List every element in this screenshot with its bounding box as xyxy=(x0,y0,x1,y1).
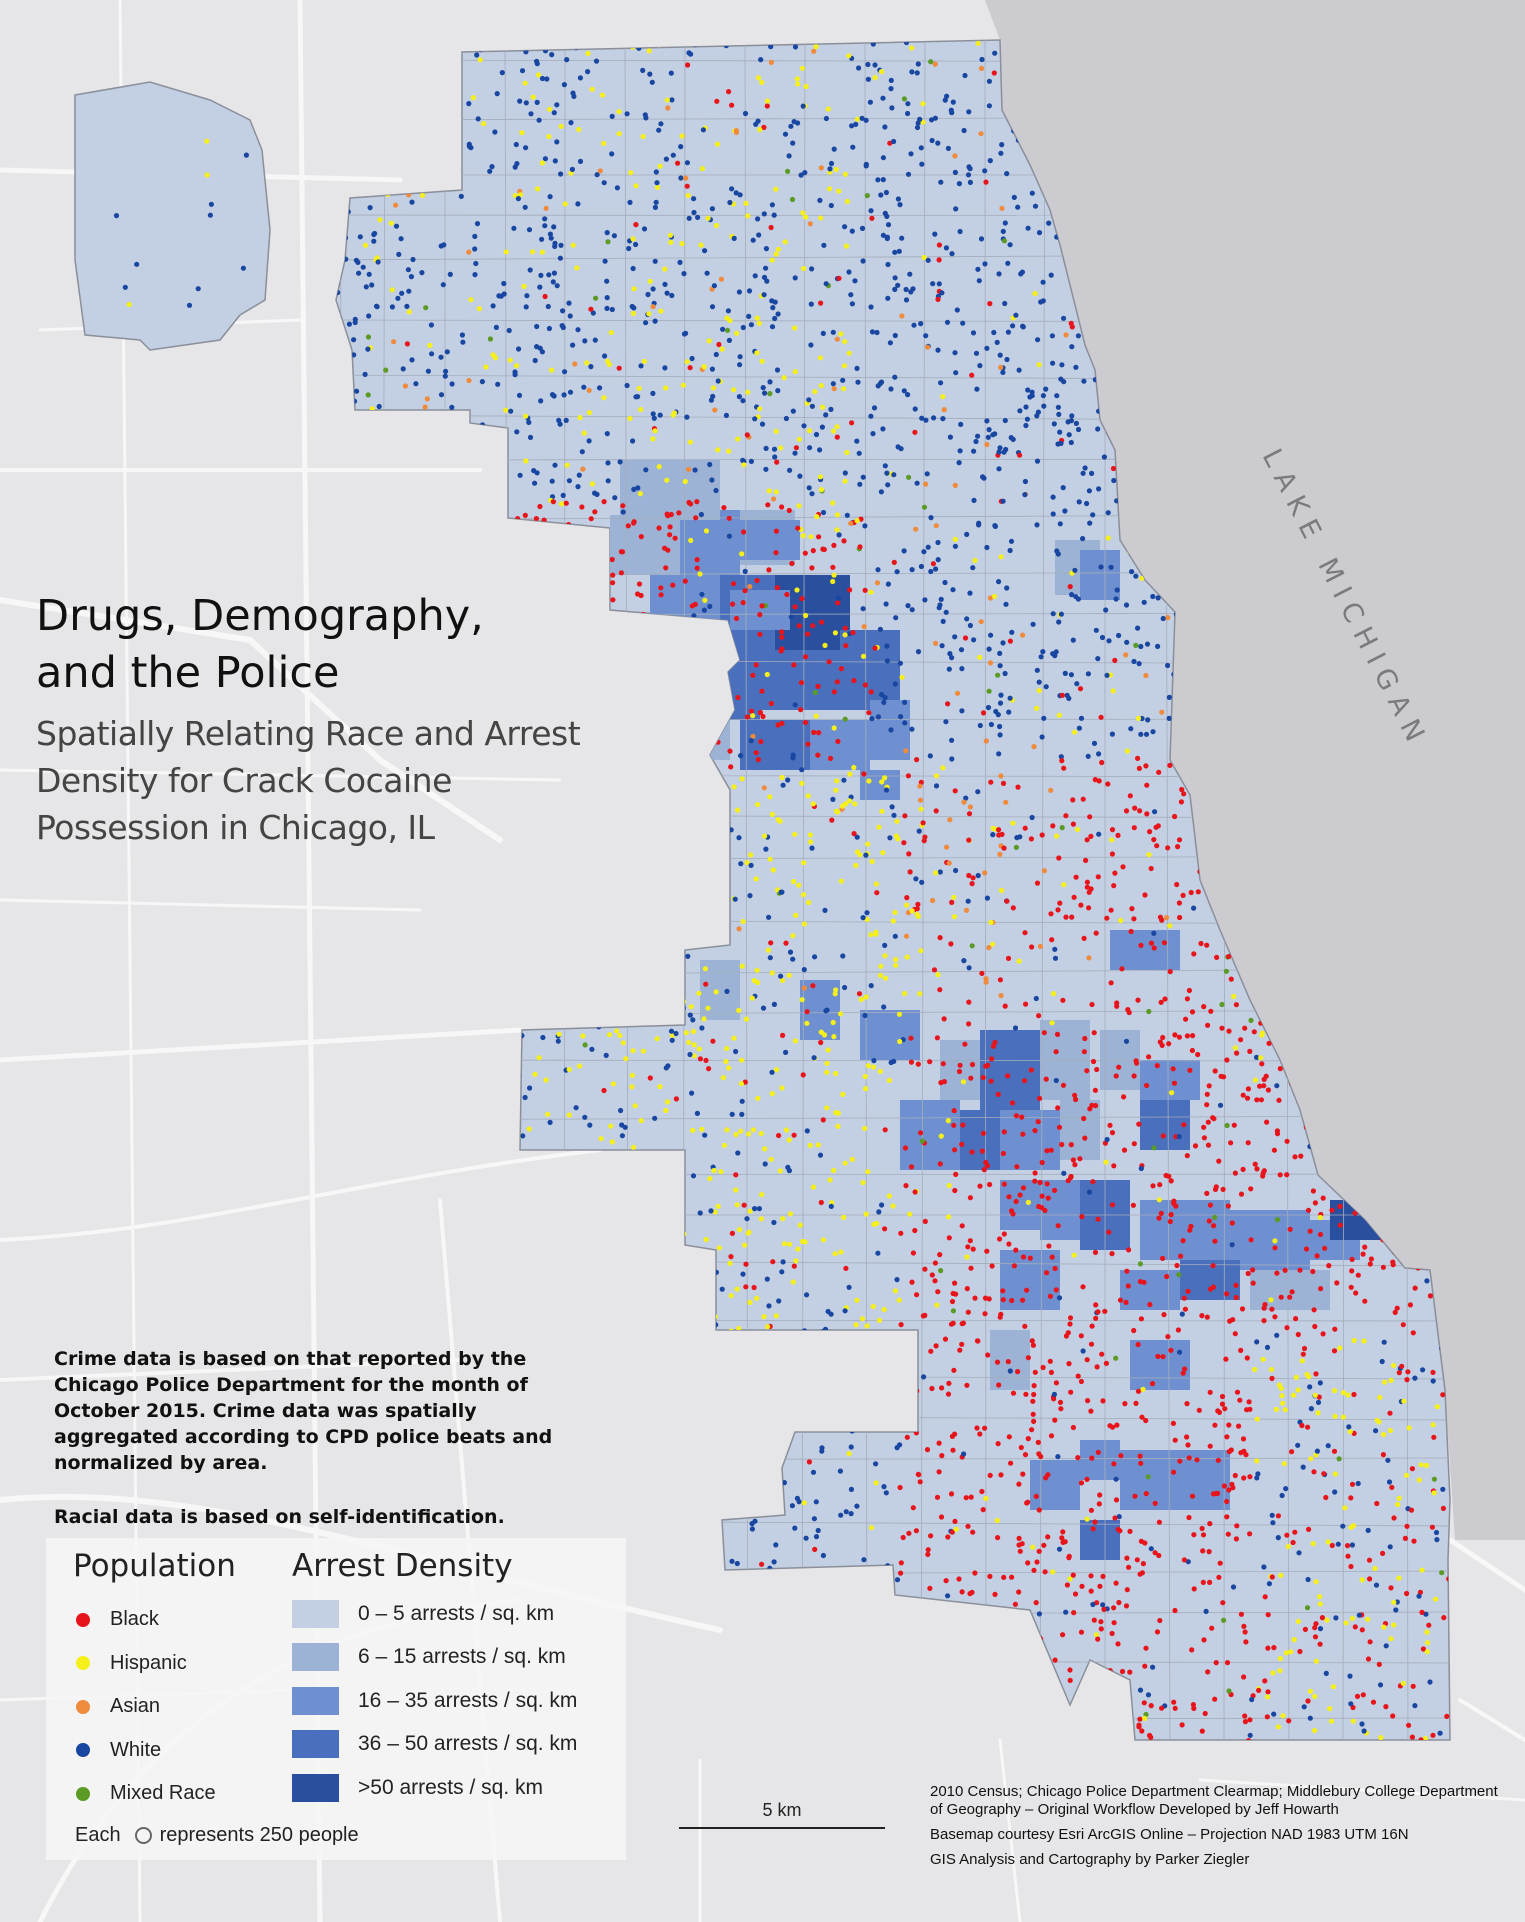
legend-item-density-36-50: 36 – 50 arrests / sq. km xyxy=(292,1723,577,1767)
credit-line: Basemap courtesy Esri ArcGIS Online – Pr… xyxy=(930,1826,1409,1843)
legend-label: 0 – 5 arrests / sq. km xyxy=(358,1601,555,1625)
arrest-density-beats xyxy=(610,460,1390,1560)
legend-label: 16 – 35 arrests / sq. km xyxy=(358,1688,578,1712)
density-swatch xyxy=(292,1773,339,1802)
legend-label: 6 – 15 arrests / sq. km xyxy=(358,1645,566,1669)
white-dot-icon xyxy=(76,1743,90,1758)
legend-label: White xyxy=(110,1738,162,1761)
legend-label: Hispanic xyxy=(110,1651,187,1674)
title-block: Drugs, Demography, and the Police Spatia… xyxy=(36,588,596,851)
legend-label: Black xyxy=(110,1608,159,1631)
legend-item-density-6-15: 6 – 15 arrests / sq. km xyxy=(292,1636,577,1680)
density-swatch xyxy=(292,1643,339,1672)
racial-data-note: Racial data is based on self-identificat… xyxy=(54,1506,505,1528)
each-suffix: represents 250 people xyxy=(159,1824,359,1846)
map-title: Drugs, Demography, and the Police xyxy=(36,591,484,698)
legend-item-density-16-35: 16 – 35 arrests / sq. km xyxy=(292,1679,577,1723)
legend-item-mixed-race: Mixed Race xyxy=(73,1772,216,1816)
density-swatch xyxy=(292,1599,339,1628)
scale-line xyxy=(679,1827,885,1829)
legend-item-white: White xyxy=(73,1729,216,1773)
map-subtitle: Spatially Relating Race and Arrest Densi… xyxy=(36,714,581,847)
density-swatch xyxy=(292,1730,339,1759)
hispanic-dot-icon xyxy=(76,1656,90,1671)
credits: 2010 Census; Chicago Police Department C… xyxy=(930,1783,1510,1876)
population-legend-title: Population xyxy=(73,1548,236,1584)
scale-label: 5 km xyxy=(762,1800,802,1820)
legend-label: Mixed Race xyxy=(110,1782,216,1805)
map-legend: Population Arrest Density Black Hispanic… xyxy=(46,1538,626,1860)
legend-item-hispanic: Hispanic xyxy=(73,1642,216,1686)
black-dot-icon xyxy=(76,1612,90,1627)
arrest-density-legend-title: Arrest Density xyxy=(292,1548,513,1584)
each-prefix: Each xyxy=(75,1824,121,1846)
mixed-race-dot-icon xyxy=(76,1786,90,1801)
lake-michigan xyxy=(975,0,1525,1540)
legend-label: 36 – 50 arrests / sq. km xyxy=(358,1732,578,1756)
scale-bar: 5 km xyxy=(679,1800,885,1829)
population-legend: Black Hispanic Asian White Mixed Race xyxy=(73,1598,216,1816)
legend-label: Asian xyxy=(110,1695,161,1718)
arrest-density-legend: 0 – 5 arrests / sq. km 6 – 15 arrests / … xyxy=(292,1592,577,1810)
ohare-area xyxy=(74,81,271,351)
circle-icon xyxy=(134,1827,152,1844)
legend-item-density-0-5: 0 – 5 arrests / sq. km xyxy=(292,1592,577,1636)
dot-scale-note: Each represents 250 people xyxy=(75,1824,359,1847)
legend-item-asian: Asian xyxy=(73,1685,216,1729)
credit-line: 2010 Census; Chicago Police Department C… xyxy=(930,1783,1498,1818)
legend-label: >50 arrests / sq. km xyxy=(358,1775,543,1799)
data-notes: Crime data is based on that reported by … xyxy=(54,1346,564,1558)
legend-item-black: Black xyxy=(73,1598,216,1642)
crime-data-note: Crime data is based on that reported by … xyxy=(54,1348,553,1474)
legend-item-density-over-50: >50 arrests / sq. km xyxy=(292,1766,577,1810)
credit-line: GIS Analysis and Cartography by Parker Z… xyxy=(930,1851,1250,1868)
density-swatch xyxy=(292,1686,339,1715)
asian-dot-icon xyxy=(76,1699,90,1714)
